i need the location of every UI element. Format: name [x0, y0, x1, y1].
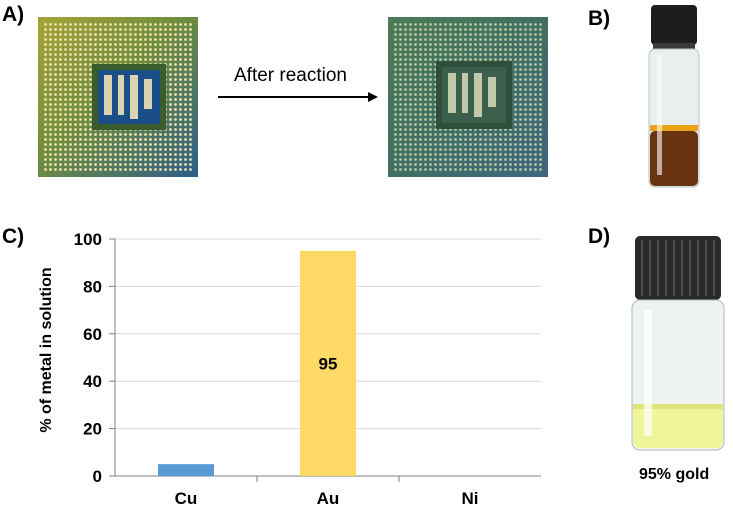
- cpu-before-photo: [38, 17, 198, 177]
- y-tick-label: 60: [83, 325, 102, 344]
- y-axis-label: % of metal in solution: [38, 267, 55, 432]
- bar-au: [300, 250, 356, 476]
- cpu-after-photo: [388, 17, 548, 177]
- panel-label-c: C): [2, 225, 25, 248]
- bar-cu: [158, 464, 214, 476]
- data-label-au: 95: [319, 354, 338, 373]
- y-tick-label: 40: [83, 372, 102, 391]
- x-tick-label: Cu: [175, 489, 198, 507]
- panel-label-b: B): [588, 7, 611, 30]
- metal-bar-chart: 0 20 40 60 80 100 Cu Au 95 Ni % of metal in solut…: [38, 230, 541, 507]
- vial-gold-solution-photo: [628, 232, 728, 454]
- vial-d-caption: 95% gold: [639, 466, 710, 483]
- arrow-label: After reaction: [234, 65, 347, 86]
- y-tick-label: 80: [83, 277, 102, 296]
- label-layer: 0 20 40 60 80 100 Cu Au 95 Ni: [74, 230, 479, 507]
- panel-label-a: A): [2, 3, 25, 26]
- y-tick-label: 20: [83, 420, 102, 439]
- arrow-right-icon: [218, 92, 378, 102]
- y-tick-label: 100: [74, 230, 102, 249]
- x-tick-label: Ni: [462, 489, 479, 507]
- vial-brown-solution-photo: [643, 3, 705, 191]
- y-tick-label: 0: [93, 467, 102, 486]
- x-tick-label: Au: [317, 489, 340, 507]
- bar-layer: [158, 250, 356, 476]
- panel-label-d: D): [588, 225, 611, 248]
